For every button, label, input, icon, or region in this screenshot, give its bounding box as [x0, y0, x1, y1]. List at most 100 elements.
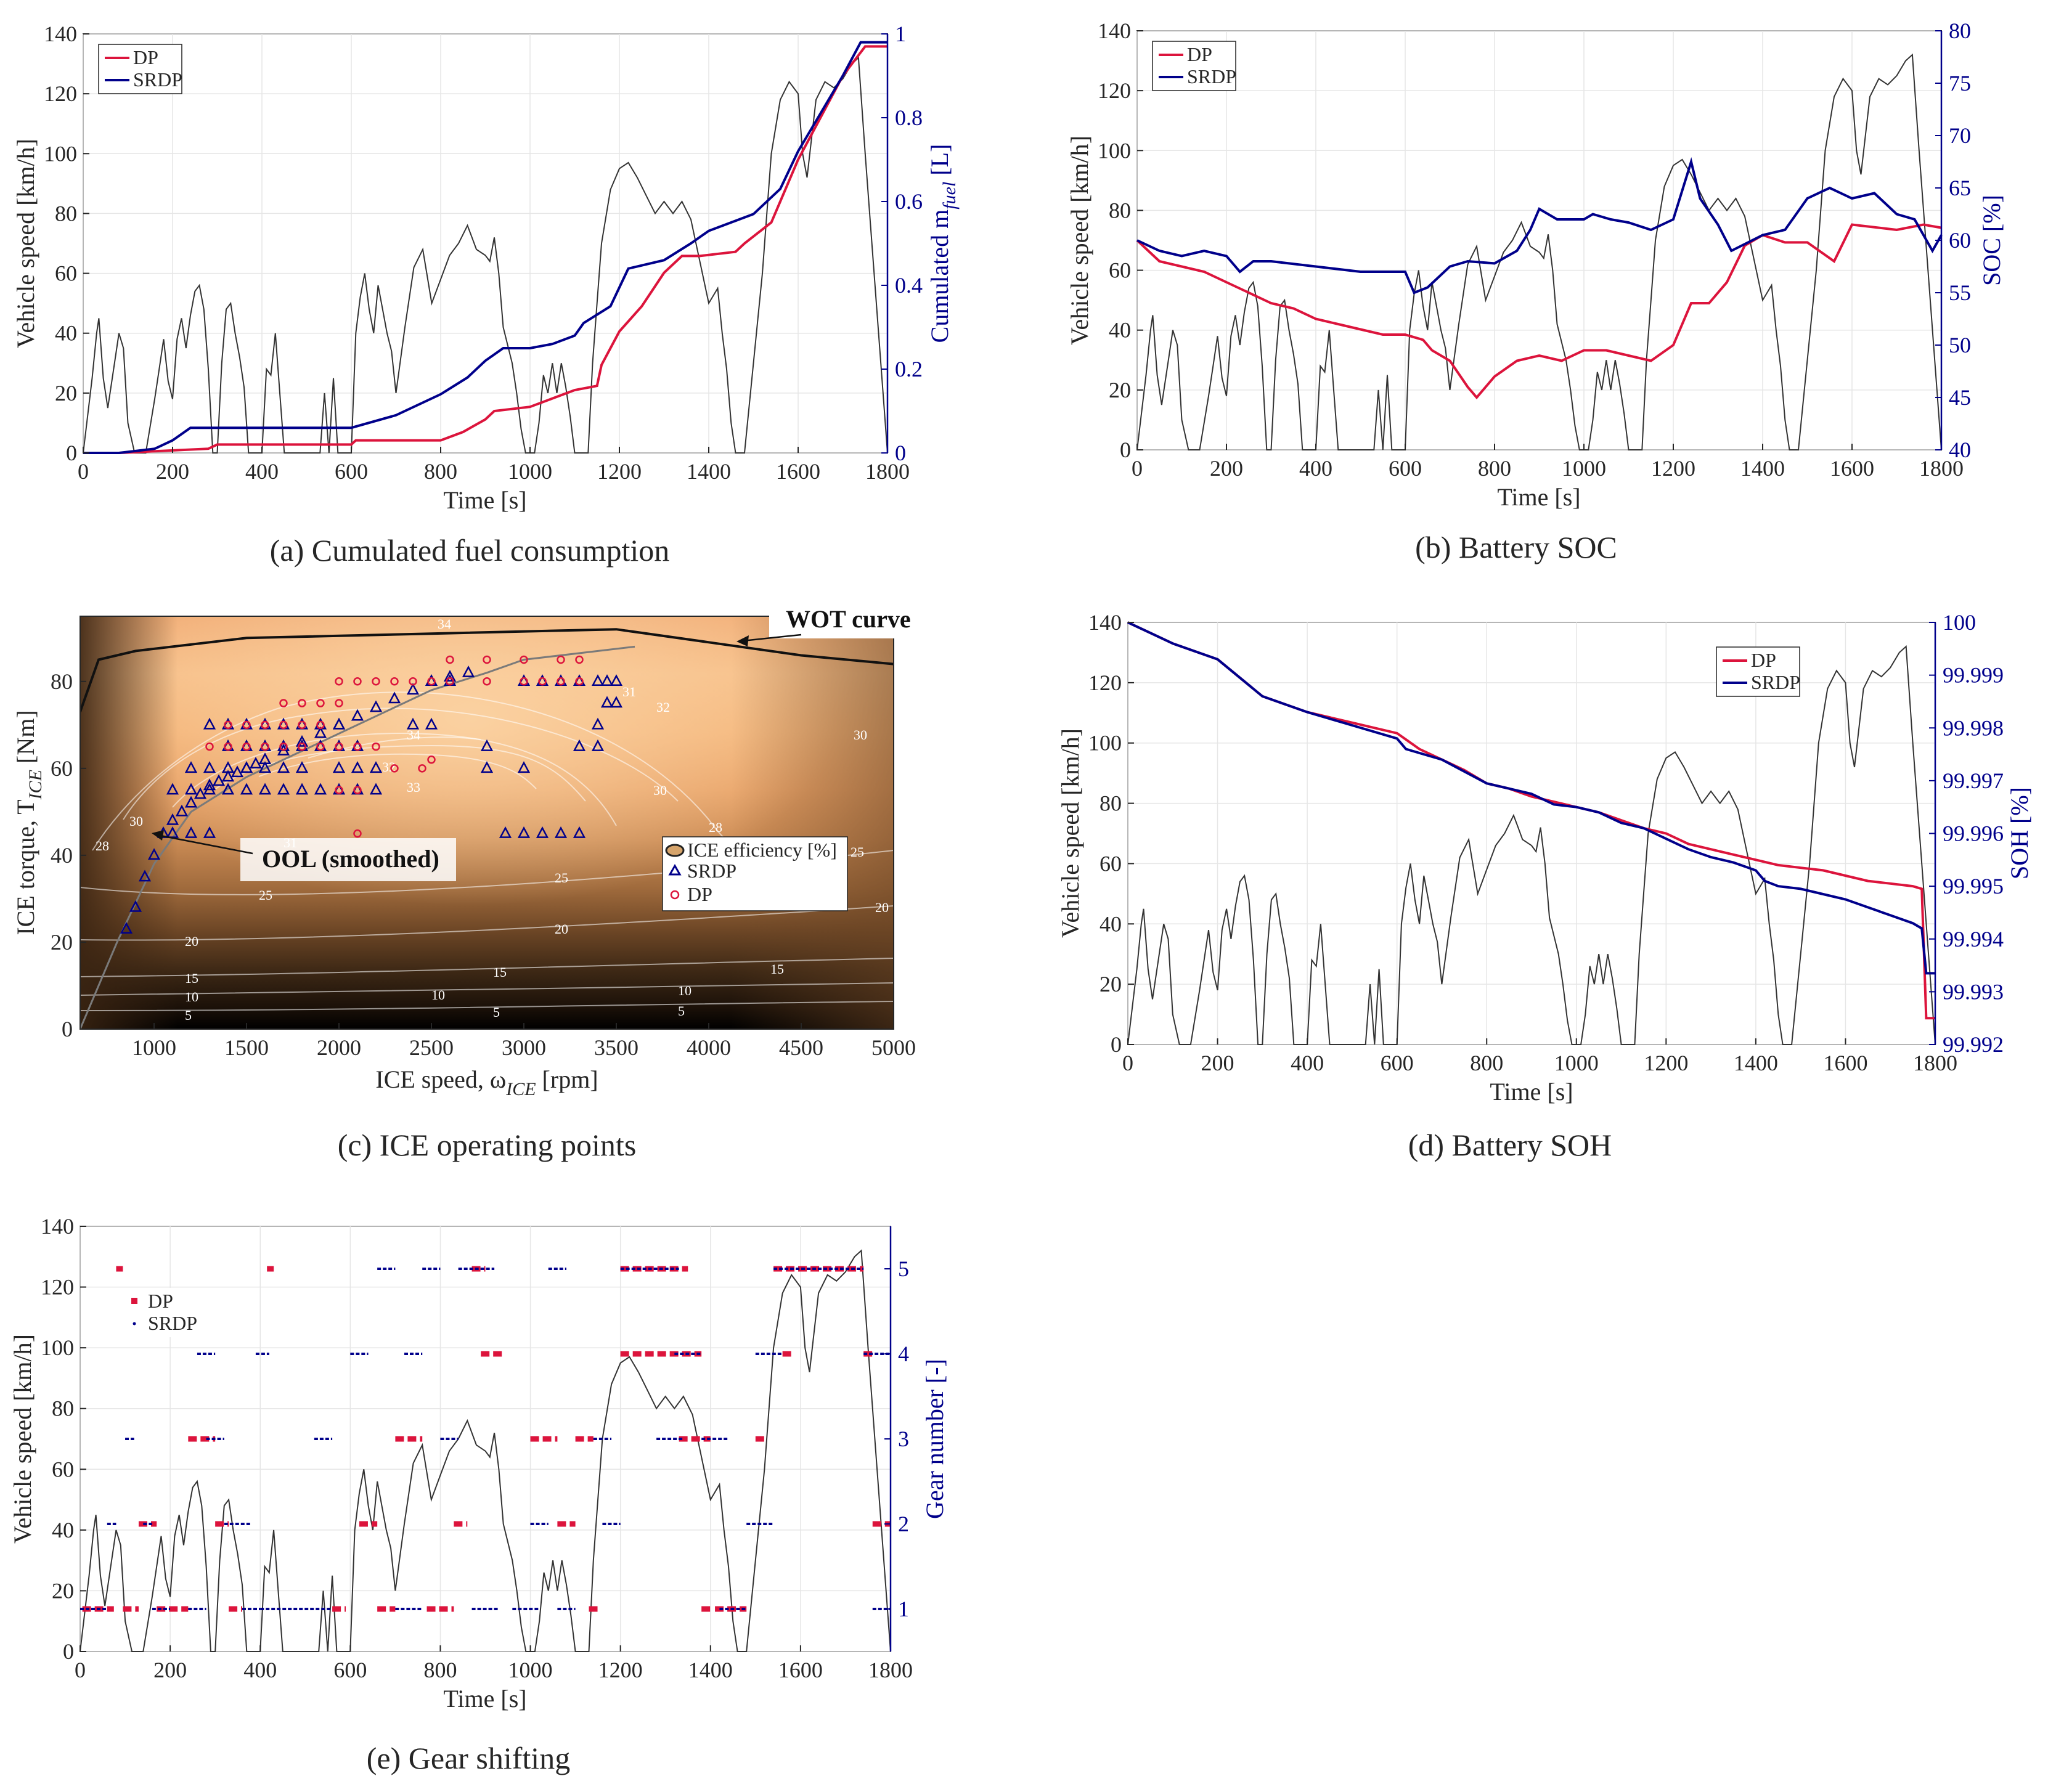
srdp-point	[332, 717, 346, 730]
srdp-point	[554, 826, 568, 838]
x-tick-label: 1800	[865, 459, 910, 484]
srdp-point	[425, 717, 438, 730]
right-tick-label: 0	[895, 441, 906, 465]
dp-point	[557, 655, 565, 664]
y-tick-label: 20	[52, 1578, 74, 1603]
dp-point	[372, 677, 380, 686]
dp-point	[242, 720, 251, 730]
panel-c-ylabel-sub: ICE	[25, 770, 46, 800]
x-tick-label: 3000	[502, 1035, 546, 1060]
panel-a-legend: DP SRDP	[98, 44, 182, 94]
x-tick-label: 0	[78, 459, 89, 484]
panel-b-legend: DP SRDP	[1152, 41, 1236, 91]
panel-d-x-ticks: 0 200 400 600 800 1000 1200 1400 1600 1800	[1122, 1038, 1957, 1075]
x-tick-label: 1400	[687, 459, 731, 484]
panel-a-legend-box	[98, 44, 182, 94]
dp-point	[261, 720, 269, 730]
srdp-point	[277, 761, 290, 773]
contour-label-10c: 10	[678, 983, 692, 998]
panel-e-gears: 0 200 400 600 800 1000 1200 1400 1600 1800 0 20 40 6…	[9, 1214, 949, 1775]
srdp-point	[443, 670, 457, 682]
srdp-point	[277, 783, 290, 795]
y-tick-label: 0	[62, 1017, 73, 1041]
panel-b-legend-dp: DP	[1187, 43, 1212, 65]
panel-e-legend-srdp-swatch	[133, 1322, 136, 1326]
x-tick-label: 1200	[1644, 1051, 1688, 1075]
y-tick-label: 40	[52, 1518, 74, 1542]
y-tick-label: 0	[66, 441, 77, 465]
panel-a-xlabel: Time [s]	[443, 486, 526, 514]
panel-e-srdp-gears	[80, 1268, 891, 1610]
contour-33	[258, 753, 537, 789]
panel-c-legend-dp: DP	[687, 883, 712, 905]
dp-point	[538, 677, 547, 686]
srdp-point	[295, 735, 309, 747]
panel-b-caption: (b) Battery SOC	[1415, 530, 1617, 564]
contour-label-30c: 30	[854, 727, 867, 743]
panel-a-axes	[83, 33, 888, 454]
right-tick-label: 99.995	[1943, 874, 2004, 898]
contour-label-34b: 34	[407, 727, 420, 743]
x-tick-label: 800	[1470, 1051, 1503, 1075]
right-tick-label: 70	[1949, 123, 1971, 148]
panel-e-speed-line	[80, 1249, 891, 1652]
dp-point	[316, 699, 325, 707]
y-tick-label: 140	[44, 22, 77, 46]
x-tick-label: 5000	[871, 1035, 916, 1060]
srdp-point	[184, 761, 198, 773]
y-tick-label: 0	[1120, 438, 1131, 462]
panel-c-legend-eff: ICE efficiency [%]	[687, 839, 837, 861]
dp-point	[335, 786, 343, 794]
x-tick-label: 0	[1132, 456, 1143, 481]
srdp-point	[129, 900, 142, 912]
dp-point	[427, 755, 436, 764]
panel-d-soh: 0 200 400 600 800 1000 1200 1400 1600 1800 0 20 40 6…	[1056, 610, 2033, 1162]
contour-label-15b: 15	[493, 964, 507, 980]
dp-point	[335, 699, 343, 707]
contour-label-30b: 30	[653, 783, 667, 798]
contour-label-5: 5	[185, 1008, 192, 1023]
srdp-point	[536, 826, 549, 838]
panel-e-ylabel: Vehicle speed [km/h]	[9, 1334, 36, 1544]
dp-point	[520, 655, 528, 664]
dp-point	[575, 677, 584, 686]
panel-a-fuel: 0 200 400 600 800 1000 1200 1400 1600 1800 020406…	[12, 22, 960, 568]
panel-e-legend-dp-swatch	[131, 1298, 137, 1304]
panel-a-x-ticks: 0 200 400 600 800 1000 1200 1400 1600 1800	[78, 447, 910, 484]
panel-b-legend-srdp: SRDP	[1187, 65, 1236, 88]
srdp-point	[517, 761, 531, 773]
y-tick-label: 40	[1099, 911, 1122, 936]
dp-point	[446, 655, 454, 664]
y-tick-label: 140	[1098, 18, 1131, 43]
x-tick-label: 200	[1201, 1051, 1234, 1075]
srdp-point	[610, 674, 623, 686]
dp-point	[446, 677, 454, 686]
x-tick-label: 1000	[1554, 1051, 1599, 1075]
panel-d-caption: (d) Battery SOH	[1408, 1128, 1612, 1162]
dp-point	[353, 742, 362, 751]
srdp-point	[591, 739, 605, 751]
srdp-point	[203, 783, 216, 795]
srdp-point	[138, 870, 152, 882]
panel-c-xlabel-unit: [rpm]	[536, 1065, 598, 1093]
panel-c-xlabel-sub: ICE	[505, 1079, 536, 1099]
contour-label-33: 33	[407, 780, 420, 795]
panel-d-right-ticks: 99.992 99.993 99.994 99.995 99.996 99.997 99.9…	[1929, 610, 2004, 1057]
panel-a-right-ticks: 0 0.2 0.4 0.6 0.8 1	[881, 22, 923, 465]
panel-a-ylabel-right-unit: [L]	[926, 144, 953, 182]
srdp-point	[194, 787, 207, 799]
panel-d-ylabel: Vehicle speed [km/h]	[1056, 728, 1084, 938]
srdp-point	[314, 726, 327, 738]
panel-c-xlabel-main: ICE speed, ω	[375, 1065, 506, 1093]
contour-label-28b: 28	[709, 820, 722, 835]
x-tick-label: 1600	[1830, 456, 1874, 481]
x-tick-label: 1500	[224, 1035, 269, 1060]
y-tick-label: 40	[1109, 318, 1131, 343]
panel-c-wot-arrow	[742, 633, 802, 642]
panel-a-ylabel-right-main: Cumulated m	[926, 210, 953, 343]
y-tick-label: 80	[52, 1396, 74, 1421]
panel-b-y-ticks: 0 20 40 60 80 100 120 140	[1098, 18, 1143, 462]
srdp-point	[591, 717, 605, 730]
contour-label-20b: 20	[555, 921, 568, 937]
